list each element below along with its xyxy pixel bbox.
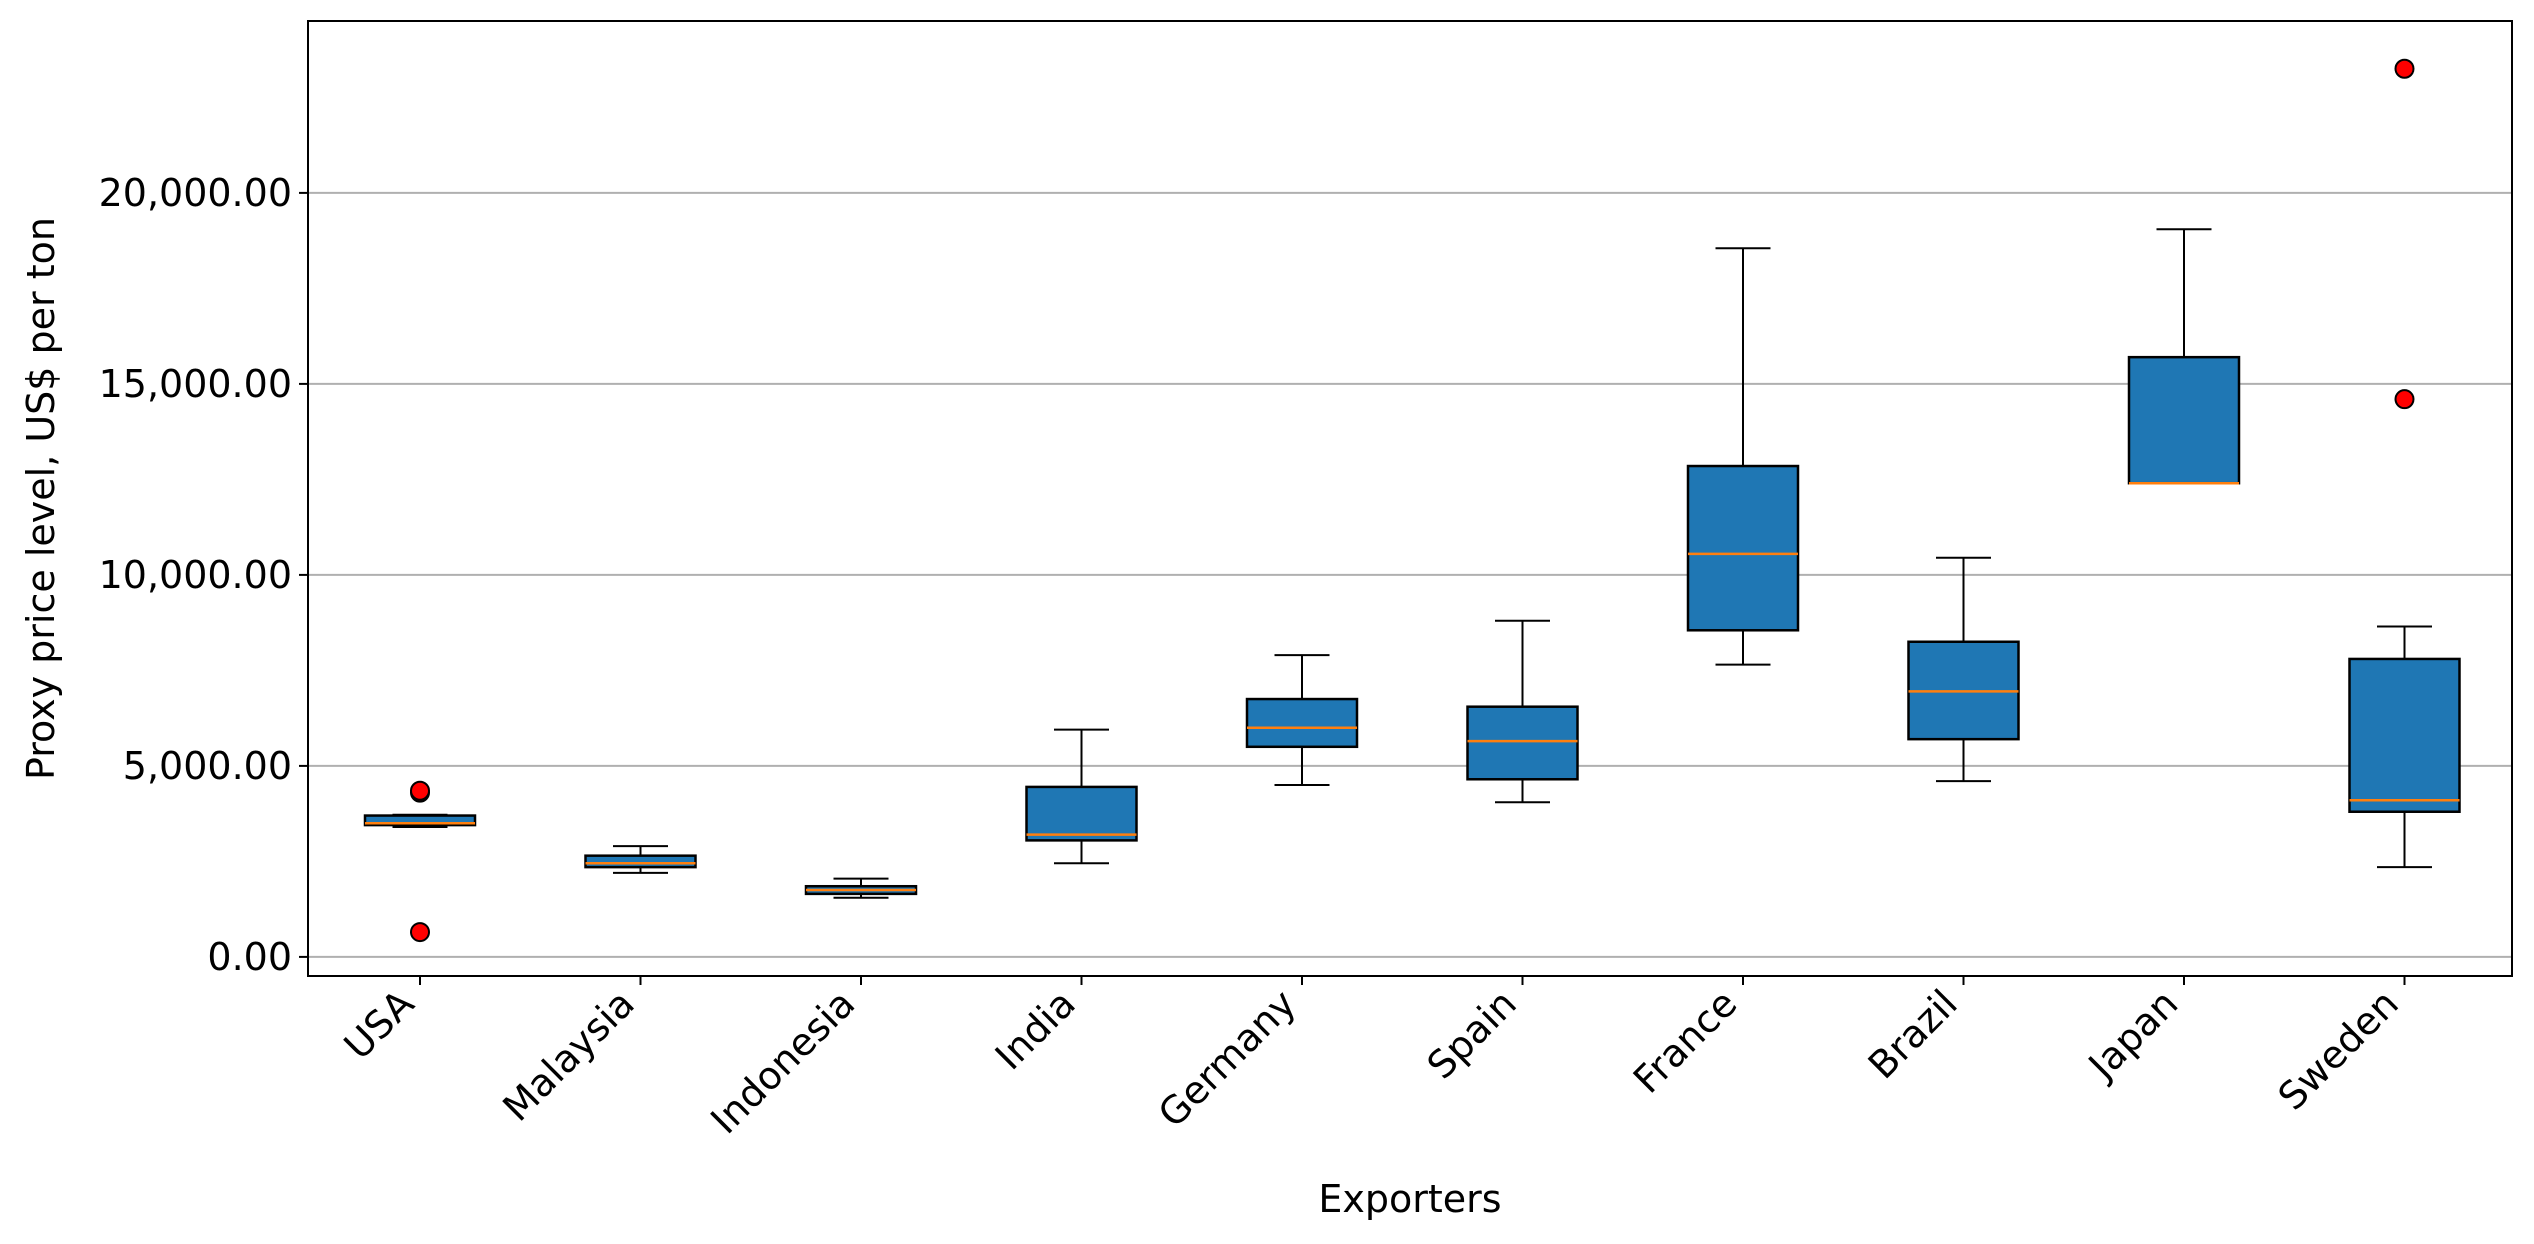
x-tick-label: Japan — [2079, 981, 2186, 1088]
outlier-point — [410, 922, 430, 943]
box-india — [1025, 728, 1138, 865]
x-tick-label: Germany — [1150, 981, 1305, 1136]
box-usa — [363, 780, 477, 943]
x-tick-label: Malaysia — [494, 981, 643, 1130]
box-spain — [1466, 619, 1579, 804]
box-france — [1686, 247, 1800, 666]
box-brazil — [1907, 556, 2020, 783]
box-body — [2348, 657, 2461, 813]
x-tick-label: USA — [336, 981, 423, 1068]
y-tick-label: 5,000.00 — [123, 744, 292, 788]
box-body — [584, 854, 697, 869]
box-body — [1466, 705, 1579, 781]
box-japan — [2127, 228, 2241, 485]
x-tick-label: Brazil — [1860, 981, 1966, 1087]
y-axis-ticks: 0.00 5,000.00 10,000.00 15,000.00 20,000.00 — [99, 171, 308, 979]
box-body — [1025, 785, 1138, 842]
boxes — [363, 58, 2461, 943]
box-body — [1686, 464, 1800, 632]
x-axis-label: Exporters — [1318, 1177, 1501, 1221]
x-tick-label: Sweden — [2270, 981, 2407, 1118]
y-tick-label: 0.00 — [207, 935, 292, 979]
box-malaysia — [584, 845, 697, 874]
x-tick-label: Spain — [1419, 981, 1525, 1087]
box-body — [363, 814, 477, 827]
box-body — [2127, 355, 2241, 485]
box-indonesia — [804, 877, 918, 899]
outlier-point — [2394, 58, 2415, 79]
x-tick-label: France — [1625, 981, 1745, 1101]
x-tick-label: Indonesia — [702, 981, 863, 1142]
y-axis-label: Proxy price level, US$ per ton — [19, 217, 63, 780]
outlier-point — [2394, 389, 2415, 410]
grid-lines — [308, 191, 2512, 958]
outlier-point — [410, 780, 430, 801]
box-sweden — [2348, 58, 2461, 869]
x-tick-label: India — [987, 981, 1084, 1078]
x-axis-ticks: USA Malaysia Indonesia India Germany Spain Fra… — [336, 976, 2407, 1142]
y-tick-label: 20,000.00 — [99, 171, 292, 215]
box-germany — [1245, 654, 1359, 786]
box-body — [1245, 697, 1359, 749]
y-tick-label: 10,000.00 — [99, 553, 292, 597]
y-tick-label: 15,000.00 — [99, 362, 292, 406]
plot-area-frame — [307, 20, 2513, 977]
